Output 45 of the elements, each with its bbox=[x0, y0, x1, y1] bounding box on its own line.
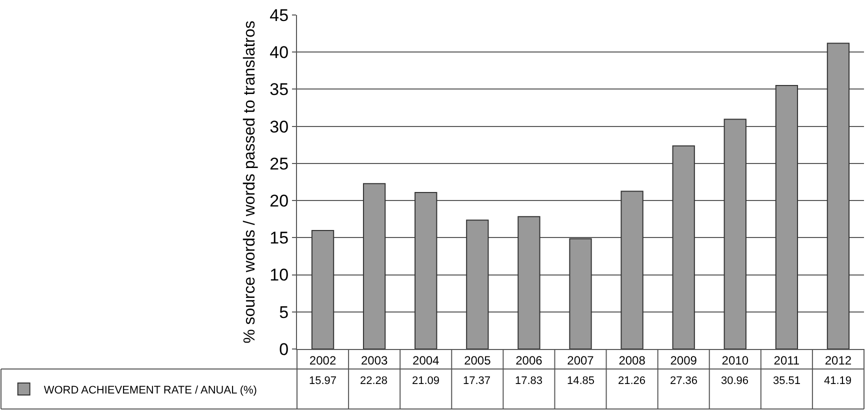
bar bbox=[826, 42, 850, 349]
x-tick-label: 2011 bbox=[774, 353, 800, 368]
bar bbox=[569, 238, 592, 349]
data-label: 14.85 bbox=[567, 375, 595, 387]
y-tick-label: 15 bbox=[270, 228, 289, 248]
y-tick-label: 35 bbox=[270, 80, 289, 100]
x-tick-label: 2006 bbox=[516, 353, 543, 368]
data-label: 21.26 bbox=[618, 375, 646, 387]
data-label: 27.36 bbox=[670, 375, 698, 387]
data-label: 21.09 bbox=[412, 375, 440, 387]
y-tick-label: 0 bbox=[279, 340, 289, 359]
bar bbox=[672, 145, 695, 349]
x-tick-label: 2009 bbox=[670, 353, 698, 368]
x-tick-label: 2003 bbox=[360, 353, 388, 368]
x-tick-label: 2002 bbox=[309, 353, 336, 368]
data-label: 30.96 bbox=[721, 375, 749, 387]
y-tick-label: 25 bbox=[270, 154, 289, 174]
y-tick-label: 20 bbox=[270, 192, 289, 211]
x-tick-label: 2008 bbox=[618, 353, 646, 368]
legend-label: WORD ACHIEVEMENT RATE / ANUAL (%) bbox=[44, 384, 257, 396]
bar bbox=[311, 230, 334, 349]
x-tick-label: 2007 bbox=[567, 353, 594, 368]
bar bbox=[775, 84, 798, 349]
y-tick-label: 30 bbox=[270, 117, 289, 136]
bar bbox=[620, 190, 644, 349]
data-label: 22.28 bbox=[360, 375, 388, 387]
y-tick-label: 45 bbox=[270, 6, 289, 25]
x-tick-label: 2010 bbox=[722, 353, 749, 368]
bar bbox=[414, 192, 438, 349]
y-axis-title: % source words / words passed to translatros bbox=[242, 20, 259, 344]
bar bbox=[466, 220, 489, 349]
y-tick-label: 5 bbox=[279, 302, 289, 322]
bar bbox=[518, 216, 540, 349]
y-tick-label: 10 bbox=[270, 266, 289, 285]
x-tick-label: 2004 bbox=[412, 353, 440, 368]
bar bbox=[362, 183, 386, 349]
data-label: 17.37 bbox=[463, 375, 491, 387]
data-label: 15.97 bbox=[309, 375, 337, 387]
data-label: 17.83 bbox=[515, 375, 543, 387]
x-tick-label: 2012 bbox=[824, 353, 852, 368]
x-tick-label: 2005 bbox=[464, 353, 492, 368]
data-label: 41.19 bbox=[824, 375, 852, 387]
data-label: 35.51 bbox=[773, 375, 801, 387]
bar bbox=[724, 118, 746, 349]
y-tick-label: 40 bbox=[270, 43, 289, 62]
